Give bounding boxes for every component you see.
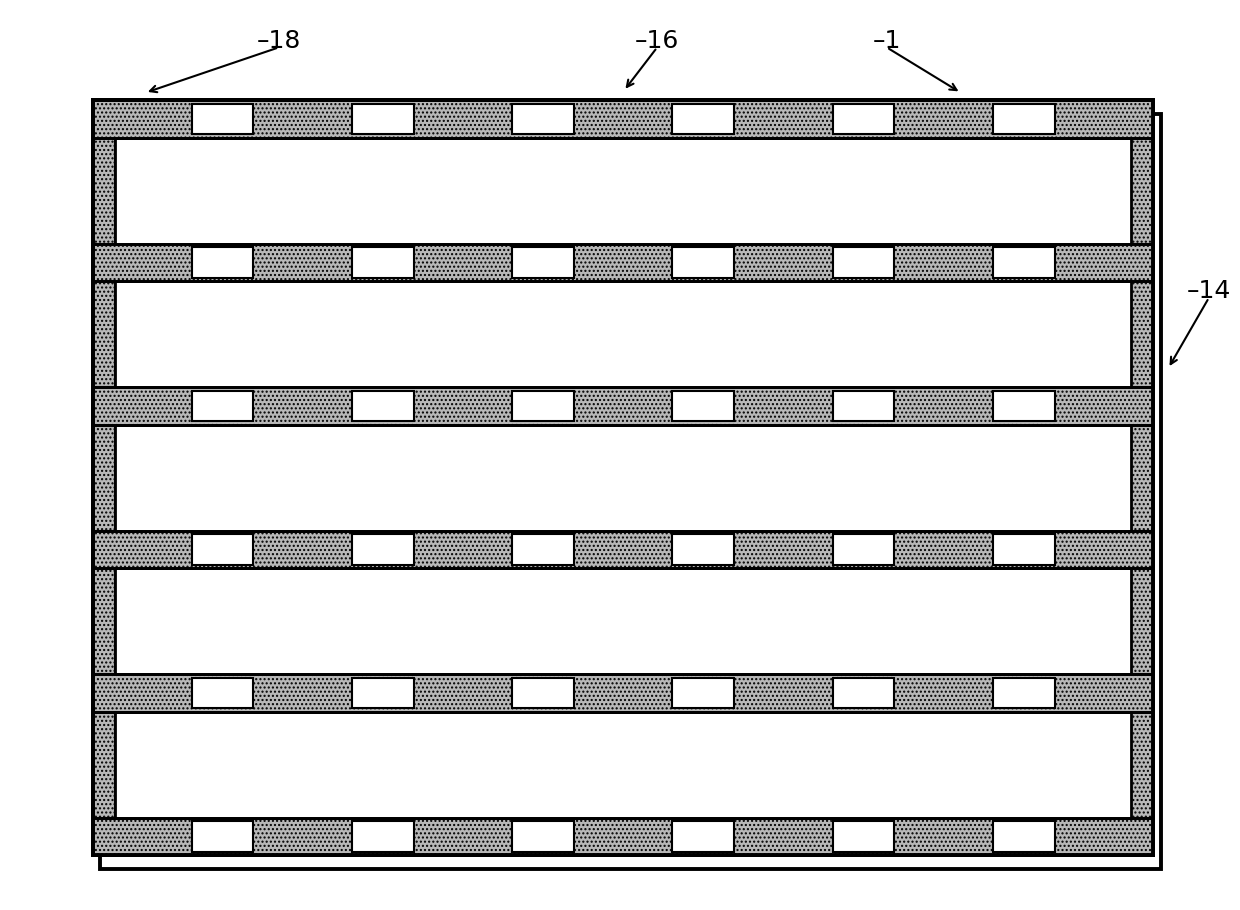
Bar: [512, 248, 574, 278]
Bar: [1131, 138, 1153, 244]
Bar: [93, 100, 1153, 855]
Bar: [833, 248, 894, 278]
Bar: [93, 425, 115, 531]
Bar: [672, 391, 734, 421]
Bar: [192, 534, 253, 564]
Bar: [993, 534, 1054, 564]
Bar: [93, 387, 1153, 425]
Bar: [672, 104, 734, 134]
Bar: [93, 281, 115, 387]
Bar: [672, 822, 734, 852]
Bar: [993, 822, 1054, 852]
Bar: [192, 248, 253, 278]
Bar: [993, 104, 1054, 134]
Bar: [93, 569, 115, 674]
Bar: [352, 534, 413, 564]
Bar: [93, 569, 1153, 674]
Text: –18: –18: [257, 29, 301, 53]
Bar: [192, 391, 253, 421]
Bar: [115, 138, 1131, 244]
Bar: [93, 712, 1153, 817]
Bar: [93, 425, 1153, 531]
Bar: [833, 391, 894, 421]
Text: –16: –16: [635, 29, 680, 53]
Bar: [93, 281, 1153, 387]
Bar: [1131, 712, 1153, 817]
Bar: [192, 678, 253, 708]
Bar: [993, 248, 1054, 278]
Bar: [93, 138, 1153, 244]
Text: –14: –14: [1187, 279, 1231, 303]
Bar: [93, 712, 115, 817]
Text: –1: –1: [873, 29, 900, 53]
Bar: [352, 678, 413, 708]
Bar: [192, 104, 253, 134]
Bar: [1131, 425, 1153, 531]
Bar: [1131, 569, 1153, 674]
Bar: [93, 817, 1153, 855]
Bar: [833, 822, 894, 852]
Bar: [833, 104, 894, 134]
Bar: [115, 281, 1131, 387]
Bar: [352, 822, 413, 852]
Bar: [512, 391, 574, 421]
Bar: [93, 100, 1153, 855]
Bar: [512, 822, 574, 852]
Bar: [93, 244, 1153, 281]
Bar: [192, 822, 253, 852]
Bar: [512, 678, 574, 708]
Bar: [993, 391, 1054, 421]
Bar: [115, 569, 1131, 674]
Bar: [1131, 281, 1153, 387]
Bar: [672, 534, 734, 564]
Bar: [100, 114, 1161, 869]
Bar: [833, 678, 894, 708]
Bar: [512, 104, 574, 134]
Bar: [512, 534, 574, 564]
Bar: [93, 674, 1153, 712]
Bar: [352, 391, 413, 421]
Bar: [672, 248, 734, 278]
Bar: [93, 100, 1153, 138]
Bar: [833, 534, 894, 564]
Bar: [672, 678, 734, 708]
Bar: [352, 104, 413, 134]
Bar: [115, 425, 1131, 531]
Bar: [993, 678, 1054, 708]
Bar: [93, 138, 115, 244]
Bar: [115, 712, 1131, 817]
Bar: [352, 248, 413, 278]
Bar: [93, 531, 1153, 569]
